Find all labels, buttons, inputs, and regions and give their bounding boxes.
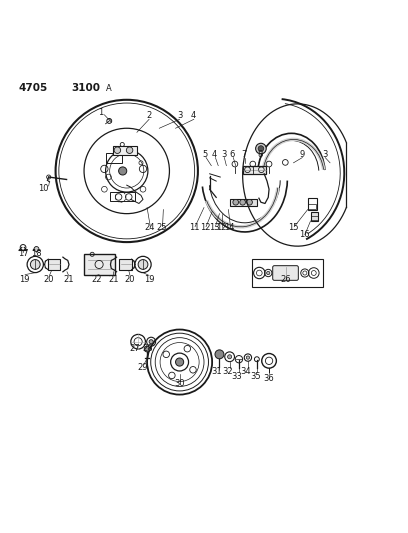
Text: 34: 34 xyxy=(241,367,251,376)
Text: 33: 33 xyxy=(232,372,242,381)
Bar xyxy=(308,198,317,209)
Text: 28: 28 xyxy=(142,344,153,353)
Bar xyxy=(231,199,257,206)
Circle shape xyxy=(138,260,148,269)
Text: 2: 2 xyxy=(146,111,152,120)
Bar xyxy=(48,259,60,270)
Text: 21: 21 xyxy=(109,275,120,284)
Text: 3: 3 xyxy=(177,111,182,120)
Text: 19: 19 xyxy=(19,275,29,284)
Text: 13: 13 xyxy=(209,223,220,231)
Text: 16: 16 xyxy=(299,230,310,239)
Text: 14: 14 xyxy=(224,223,235,231)
Circle shape xyxy=(175,358,184,366)
Text: 5: 5 xyxy=(203,150,208,159)
Text: 17: 17 xyxy=(18,248,29,257)
Text: 25: 25 xyxy=(157,223,167,231)
Circle shape xyxy=(30,260,40,269)
Bar xyxy=(310,212,318,221)
Circle shape xyxy=(266,271,270,274)
Circle shape xyxy=(144,346,150,352)
Text: 18: 18 xyxy=(31,248,41,257)
Circle shape xyxy=(119,167,127,175)
Bar xyxy=(111,192,135,201)
Text: 3: 3 xyxy=(221,150,226,159)
FancyBboxPatch shape xyxy=(273,265,298,280)
Text: 29: 29 xyxy=(137,363,147,372)
Text: 11: 11 xyxy=(189,223,200,231)
Circle shape xyxy=(258,146,264,151)
Text: 31: 31 xyxy=(211,367,222,376)
Bar xyxy=(113,146,137,155)
Text: 30: 30 xyxy=(174,379,185,388)
Text: 12: 12 xyxy=(200,223,211,231)
Text: 15: 15 xyxy=(288,223,299,231)
Text: 27: 27 xyxy=(130,344,140,353)
Text: 1: 1 xyxy=(98,108,104,117)
Text: 4: 4 xyxy=(212,150,217,159)
Text: 35: 35 xyxy=(251,372,261,381)
Text: 4705: 4705 xyxy=(19,83,48,93)
Circle shape xyxy=(114,147,121,154)
Text: 3100: 3100 xyxy=(71,83,101,93)
Text: A: A xyxy=(106,84,111,93)
Bar xyxy=(310,216,318,220)
Text: 3: 3 xyxy=(322,150,328,159)
Bar xyxy=(120,259,132,270)
Text: 20: 20 xyxy=(43,275,54,284)
Text: 20: 20 xyxy=(125,275,135,284)
Text: 32: 32 xyxy=(222,367,233,376)
Text: 36: 36 xyxy=(263,374,274,383)
Text: 9: 9 xyxy=(300,150,305,159)
Text: 26: 26 xyxy=(280,275,290,284)
Circle shape xyxy=(149,340,153,344)
Circle shape xyxy=(247,199,253,205)
Circle shape xyxy=(233,199,239,205)
Circle shape xyxy=(215,350,224,359)
Bar xyxy=(106,152,122,163)
Circle shape xyxy=(246,356,250,359)
Text: 12: 12 xyxy=(216,223,227,231)
Text: 4: 4 xyxy=(191,111,196,120)
Circle shape xyxy=(34,247,39,252)
Circle shape xyxy=(240,199,246,205)
Circle shape xyxy=(256,143,266,154)
Bar xyxy=(252,259,323,287)
Text: 10: 10 xyxy=(38,183,49,192)
Text: 24: 24 xyxy=(145,223,155,231)
Text: 22: 22 xyxy=(92,275,102,284)
Text: 7: 7 xyxy=(241,150,246,159)
Text: 21: 21 xyxy=(63,275,74,284)
Circle shape xyxy=(126,147,133,154)
Bar xyxy=(84,254,115,274)
Bar xyxy=(243,166,266,174)
Text: 19: 19 xyxy=(144,275,154,284)
Text: 6: 6 xyxy=(230,150,235,159)
Bar xyxy=(308,204,316,209)
Circle shape xyxy=(228,355,232,359)
Text: 8: 8 xyxy=(257,150,263,159)
